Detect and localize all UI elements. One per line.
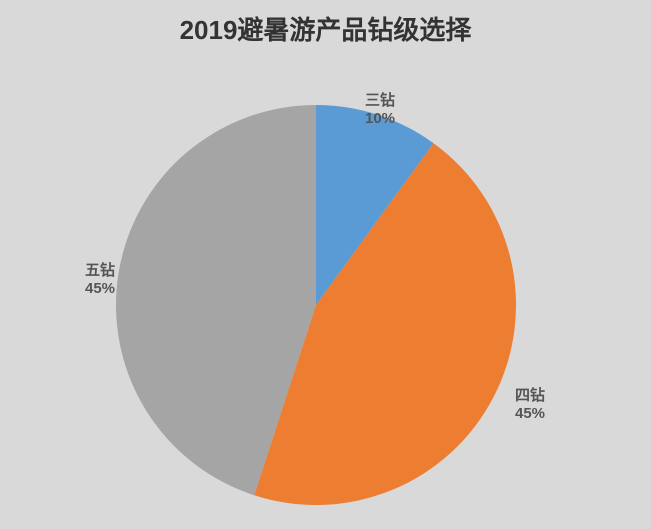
pie-chart-container: 2019避暑游产品钻级选择 三钻 10% 四钻 45% 五钻 45% bbox=[0, 0, 651, 529]
slice-label-1: 四钻 45% bbox=[515, 387, 545, 423]
slice-label-0-name: 三钻 bbox=[365, 92, 395, 110]
slice-label-2: 五钻 45% bbox=[85, 262, 115, 298]
slice-label-0-pct: 10% bbox=[365, 110, 395, 128]
slice-label-1-pct: 45% bbox=[515, 405, 545, 423]
slice-label-2-pct: 45% bbox=[85, 280, 115, 298]
slice-label-0: 三钻 10% bbox=[365, 92, 395, 128]
slice-label-2-name: 五钻 bbox=[85, 262, 115, 280]
slice-label-1-name: 四钻 bbox=[515, 387, 545, 405]
